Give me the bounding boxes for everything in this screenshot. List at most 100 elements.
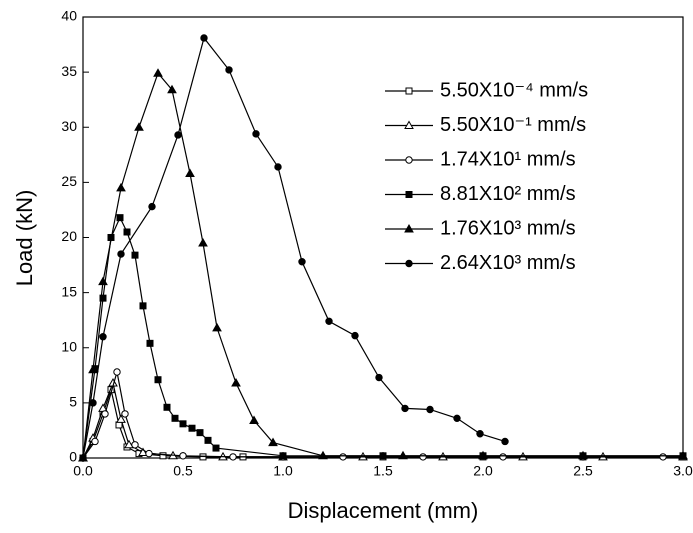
legend-label: 2.64X10³ mm/s xyxy=(440,252,576,274)
legend-marker xyxy=(405,191,413,198)
marker xyxy=(279,452,287,460)
marker xyxy=(139,302,147,310)
legend-label: 5.50X10⁻¹ mm/s xyxy=(440,114,586,136)
series-line xyxy=(82,387,683,459)
marker xyxy=(204,436,212,444)
y-tick-label: 30 xyxy=(61,118,77,134)
marker xyxy=(89,399,97,407)
marker xyxy=(268,437,278,447)
marker xyxy=(174,131,182,139)
marker xyxy=(274,163,282,171)
series-line xyxy=(82,216,683,459)
marker xyxy=(146,339,154,347)
marker xyxy=(159,452,167,460)
plot-frame xyxy=(82,16,684,459)
legend-marker xyxy=(404,120,414,129)
marker xyxy=(478,450,488,460)
marker xyxy=(325,317,333,325)
series-line xyxy=(82,371,663,459)
marker xyxy=(351,331,359,340)
marker xyxy=(188,424,196,432)
marker xyxy=(231,378,241,387)
legend-marker xyxy=(405,259,413,268)
marker xyxy=(499,453,507,461)
marker xyxy=(154,376,162,384)
legend-label: 5.50X10⁻⁴ mm/s xyxy=(440,79,588,101)
marker xyxy=(124,439,134,449)
marker xyxy=(200,34,208,42)
marker xyxy=(163,403,171,411)
marker xyxy=(131,441,139,449)
legend-marker xyxy=(404,223,414,233)
marker xyxy=(101,410,109,418)
marker xyxy=(145,449,153,458)
marker xyxy=(134,122,144,131)
marker xyxy=(117,250,125,258)
y-tick-label: 5 xyxy=(69,394,77,410)
marker xyxy=(99,294,107,302)
x-axis-label: Displacement (mm) xyxy=(288,498,479,523)
marker xyxy=(91,437,99,446)
marker xyxy=(426,405,434,414)
x-tick-label: 0.5 xyxy=(173,463,193,479)
marker xyxy=(131,251,139,259)
marker xyxy=(659,453,667,461)
y-tick-label: 20 xyxy=(61,228,77,244)
marker xyxy=(116,414,126,423)
y-tick-label: 10 xyxy=(61,338,77,354)
marker xyxy=(123,228,131,236)
x-tick-label: 1.0 xyxy=(273,463,293,479)
marker xyxy=(171,414,179,422)
marker xyxy=(249,415,259,425)
marker xyxy=(453,414,461,423)
marker xyxy=(116,214,124,222)
marker xyxy=(148,202,156,211)
marker xyxy=(99,333,107,341)
marker xyxy=(167,84,177,94)
legend-label: 8.81X10² mm/s xyxy=(440,183,576,205)
legend-marker xyxy=(405,156,413,164)
marker xyxy=(113,368,121,376)
marker xyxy=(252,130,260,138)
marker xyxy=(339,453,347,461)
marker xyxy=(116,182,126,192)
marker xyxy=(398,450,408,460)
marker xyxy=(501,437,509,446)
y-tick-label: 25 xyxy=(61,173,77,189)
x-tick-label: 3.0 xyxy=(673,463,693,479)
legend-marker xyxy=(405,87,413,95)
x-tick-label: 2.0 xyxy=(473,463,493,479)
marker xyxy=(196,429,204,437)
x-tick-label: 2.5 xyxy=(573,463,593,479)
marker xyxy=(185,168,195,178)
y-tick-label: 15 xyxy=(61,283,77,299)
marker xyxy=(98,276,108,286)
x-tick-label: 1.5 xyxy=(373,463,393,479)
marker xyxy=(225,66,233,74)
marker xyxy=(179,452,187,460)
marker xyxy=(212,322,222,332)
marker xyxy=(578,450,588,460)
marker xyxy=(298,258,306,266)
marker xyxy=(121,410,129,418)
marker xyxy=(212,444,220,452)
legend-label: 1.74X10¹ mm/s xyxy=(440,148,576,170)
y-axis-label: Load (kN) xyxy=(12,190,37,287)
marker xyxy=(375,373,383,382)
series-line xyxy=(82,72,683,459)
marker xyxy=(88,364,98,374)
marker xyxy=(476,430,484,438)
marker xyxy=(153,68,163,77)
marker xyxy=(198,238,208,247)
marker xyxy=(401,404,409,413)
marker xyxy=(678,450,688,460)
marker xyxy=(229,453,237,461)
marker xyxy=(179,420,187,428)
y-tick-label: 40 xyxy=(61,8,77,24)
marker xyxy=(419,453,427,461)
marker xyxy=(79,454,87,462)
marker xyxy=(138,447,148,456)
y-tick-label: 35 xyxy=(61,63,77,79)
x-tick-label: 0.0 xyxy=(73,463,93,479)
